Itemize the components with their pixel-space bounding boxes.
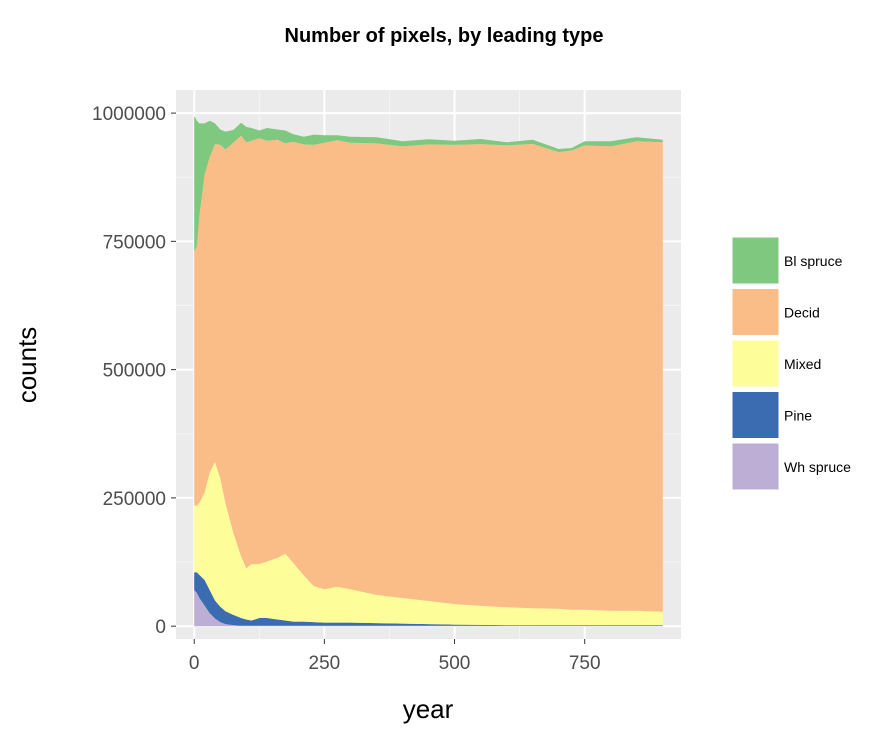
y-axis: 0 250000 500000 750000 1000000 <box>92 104 176 638</box>
x-tick-label: 250 <box>309 653 341 674</box>
legend-key <box>731 288 780 336</box>
legend-label: Decid <box>784 305 820 321</box>
y-tick-label: 0 <box>155 617 166 638</box>
y-axis-title: counts <box>12 327 42 404</box>
area-mixed <box>194 462 663 626</box>
y-tick-label: 1000000 <box>92 104 166 125</box>
y-tick-label: 750000 <box>103 232 166 253</box>
y-tick-label: 500000 <box>103 361 166 382</box>
legend-key <box>731 236 780 285</box>
area-pine <box>194 572 663 626</box>
legend-key <box>731 391 780 439</box>
legend-key <box>731 339 780 388</box>
legend-key <box>731 442 780 491</box>
x-axis-title: year <box>403 694 454 724</box>
stacked-areas <box>194 115 663 627</box>
legend-label: Bl spruce <box>784 253 843 269</box>
legend-label: Wh spruce <box>784 459 851 475</box>
y-tick-label: 250000 <box>103 489 166 510</box>
area-bl-spruce <box>194 115 663 252</box>
chart-title: Number of pixels, by leading type <box>285 25 604 47</box>
x-tick-label: 0 <box>189 653 200 674</box>
area-decid <box>194 135 663 612</box>
x-tick-label: 750 <box>569 653 601 674</box>
x-tick-label: 500 <box>439 653 471 674</box>
legend-label: Mixed <box>784 356 821 372</box>
legend-label: Pine <box>784 408 812 424</box>
x-axis: 0 250 500 750 <box>189 639 601 674</box>
legend: Bl spruce Decid Mixed Pine Wh spruce <box>731 236 851 491</box>
